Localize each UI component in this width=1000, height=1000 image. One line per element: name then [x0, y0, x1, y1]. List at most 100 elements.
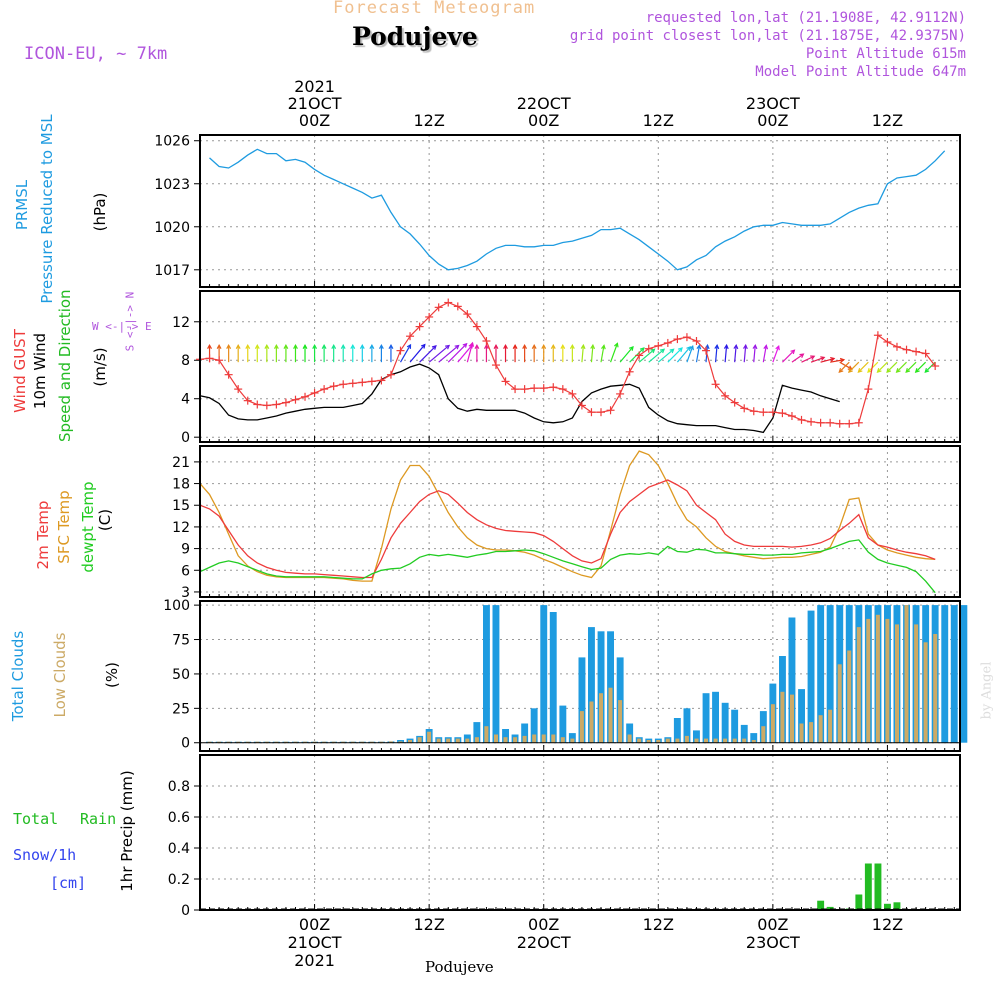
wind-arrow — [447, 342, 468, 363]
low-cloud-bar — [914, 624, 919, 743]
wind-arrow-head — [522, 343, 528, 349]
wind-arrow-shaft — [695, 345, 701, 363]
low-cloud-bar — [379, 741, 384, 743]
wind-arrow-shaft — [724, 345, 728, 363]
wind-arrow-shaft — [858, 361, 869, 373]
gust-marker — [482, 337, 491, 346]
wind-arrow-head — [531, 343, 537, 349]
total-cloud-bar — [721, 702, 729, 743]
wind-arrow-head — [550, 343, 556, 349]
rain-label-b: Rain — [80, 810, 117, 828]
gust-marker — [807, 417, 816, 426]
product-title: Forecast Meteogram — [333, 0, 536, 18]
low-cloud-bar — [799, 723, 804, 743]
gust-marker — [539, 384, 548, 393]
y-tick-label: 75 — [172, 633, 190, 649]
low-clouds-bars — [207, 605, 938, 743]
wind-arrow-shaft — [428, 344, 450, 363]
wind-arrow-head — [639, 347, 645, 353]
wind-arrow-head — [857, 368, 863, 374]
wind-arrow-head — [733, 343, 739, 350]
y-tick-label: 1017 — [154, 263, 190, 279]
gust-marker — [243, 396, 252, 405]
top-time-label: 12Z — [872, 111, 903, 130]
wind-arrow-head — [659, 348, 666, 354]
wind-arrow-shaft — [838, 361, 850, 373]
wind-arrow — [609, 342, 619, 363]
wind-arrow — [590, 343, 596, 363]
wind-arrow-head — [601, 344, 606, 350]
total-cloud-bar — [473, 722, 481, 743]
gust-marker — [711, 380, 720, 389]
total-cloud-bar — [559, 705, 567, 743]
wind-arrow-head — [293, 343, 298, 349]
wind-arrow-head — [369, 343, 375, 349]
low-cloud-bar — [933, 634, 938, 743]
low-cloud-bar — [723, 738, 728, 743]
gust-marker — [444, 298, 453, 307]
y-tick-label: 3 — [181, 585, 190, 601]
low-cloud-bar — [226, 741, 231, 743]
wind-arrow-head — [838, 368, 844, 374]
low-cloud-bar — [283, 741, 288, 743]
total-cloud-bar — [683, 708, 691, 743]
wind-arrow-head — [742, 343, 748, 350]
wind-arrow — [428, 344, 451, 363]
low-cloud-bar — [417, 737, 422, 743]
wind-arrow-shaft — [581, 345, 584, 363]
total-cloud-bar — [483, 605, 490, 743]
top-time-label: 00Z — [757, 111, 788, 130]
point-altitude: Point Altitude 615m — [805, 46, 966, 62]
gust-marker — [530, 384, 539, 393]
wind-arrow — [321, 343, 327, 363]
gust-marker — [826, 418, 835, 427]
low-cloud-bar — [570, 738, 575, 743]
low-cloud-bar — [541, 734, 546, 743]
wind-arrow-head — [839, 357, 846, 363]
total-cloud-bar — [826, 605, 834, 743]
wind-arrow-head — [569, 343, 575, 349]
low-cloud-bar — [360, 741, 365, 743]
pressure-line — [209, 148, 946, 271]
model-label: ICON-EU, ~ 7km — [24, 44, 168, 64]
gust-marker — [358, 378, 367, 387]
gust-marker — [682, 333, 691, 342]
rain-bar — [817, 900, 825, 910]
wind-arrow-shaft — [667, 347, 683, 363]
total-cloud-bar — [702, 693, 710, 743]
location-title: Podujeve — [352, 22, 478, 51]
gust-marker — [386, 370, 395, 379]
wind-arrow-head — [895, 368, 901, 374]
wind-arrow — [273, 343, 279, 363]
bottom-time-label: 23OCT — [746, 933, 800, 952]
gust-marker — [348, 379, 357, 388]
wind-arrow — [723, 343, 729, 363]
gust-marker — [816, 418, 825, 427]
low-cloud-bar — [675, 738, 680, 743]
wind-arrow-head — [775, 345, 780, 351]
gust-marker — [301, 392, 310, 401]
wind-arrow-head — [454, 344, 460, 350]
wind-arrow-head — [810, 355, 816, 360]
wind-arrow — [876, 361, 888, 374]
wind-direction-arrows — [207, 341, 936, 374]
wind-arrow — [676, 345, 691, 363]
wind-arrow — [245, 343, 251, 363]
wind-arrow-head — [226, 343, 232, 349]
wind-arrow-shaft — [419, 345, 437, 363]
wind-arrow-shaft — [600, 345, 605, 363]
y-tick-label: 15 — [172, 498, 190, 514]
gust-marker — [425, 312, 434, 321]
wind-arrow-head — [302, 343, 308, 349]
wind-arrow — [483, 343, 489, 363]
low-cloud-bar — [522, 735, 527, 743]
wind-arrow — [810, 356, 826, 363]
low-cloud-bar — [293, 741, 298, 743]
y-tick-label: 50 — [172, 667, 190, 683]
gust-marker — [912, 347, 921, 356]
gust-marker — [854, 418, 863, 427]
wind-arrow — [264, 343, 270, 363]
y-tick-label: 1020 — [154, 220, 190, 236]
low-cloud-bar — [828, 709, 833, 743]
low-cloud-bar — [455, 738, 460, 743]
